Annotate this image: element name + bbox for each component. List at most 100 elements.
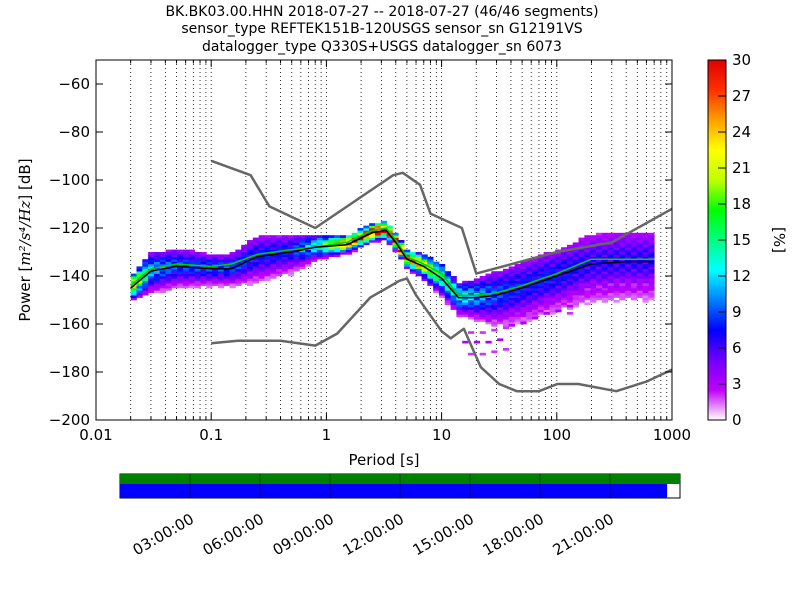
density-cell	[578, 249, 585, 253]
density-cell	[613, 283, 620, 286]
density-cell	[566, 273, 574, 277]
density-cell	[310, 254, 318, 258]
density-cell	[555, 259, 562, 262]
density-cell	[438, 271, 446, 274]
density-cell	[625, 290, 632, 294]
density-cell	[520, 273, 527, 277]
density-cell	[206, 256, 213, 260]
density-cell	[572, 290, 579, 294]
density-cell	[584, 271, 591, 274]
colorbar-tick-label: 21	[732, 159, 751, 177]
density-cell	[340, 242, 347, 246]
density-cell	[171, 249, 178, 253]
density-cell	[590, 237, 597, 241]
density-cell	[293, 244, 300, 248]
density-cell	[258, 276, 265, 279]
density-cell	[241, 271, 248, 274]
density-cell	[148, 266, 155, 270]
density-cell	[619, 249, 626, 253]
density-cell	[351, 242, 358, 246]
density-cell	[648, 259, 655, 262]
density-cell	[235, 276, 242, 279]
density-cell	[456, 314, 463, 318]
density-cell	[473, 280, 481, 284]
density-cell	[130, 278, 137, 282]
density-cell	[421, 278, 428, 282]
density-cell	[630, 240, 638, 243]
density-cell	[526, 292, 533, 296]
density-cell	[404, 264, 411, 267]
density-cell	[357, 244, 364, 248]
density-cell	[264, 247, 271, 250]
density-cell	[619, 266, 626, 270]
density-cell	[625, 235, 632, 238]
density-cell	[276, 264, 283, 267]
density-cell	[537, 288, 545, 291]
density-cell	[491, 350, 498, 354]
density-cell	[159, 276, 166, 279]
density-cell	[502, 285, 510, 289]
density-cell	[479, 297, 486, 301]
density-cell	[270, 259, 277, 262]
density-cell	[479, 283, 486, 286]
psd-coverage-bar	[120, 484, 668, 498]
density-cell	[630, 237, 638, 241]
density-cell	[619, 244, 626, 248]
density-cell	[625, 252, 632, 255]
density-cell	[619, 242, 626, 246]
density-cell	[148, 290, 155, 294]
density-cell	[363, 230, 370, 234]
density-cell	[188, 249, 196, 253]
density-cell	[613, 266, 620, 270]
timeline-tick-label: 06:00:00	[200, 510, 267, 559]
density-cell	[200, 280, 207, 284]
density-cell	[212, 256, 219, 260]
density-cell	[549, 288, 556, 291]
density-cell	[491, 297, 498, 301]
density-cell	[630, 288, 638, 291]
density-cell	[514, 316, 521, 320]
density-cell	[543, 309, 550, 313]
density-cell	[497, 304, 504, 308]
density-cell	[590, 290, 597, 294]
density-cell	[520, 300, 527, 303]
density-cell	[485, 276, 492, 279]
density-cell	[555, 295, 562, 298]
density-cell	[188, 268, 196, 272]
density-cell	[229, 280, 236, 284]
density-cell	[584, 254, 591, 258]
density-cell	[374, 225, 382, 229]
density-cell	[409, 259, 417, 262]
density-cell	[532, 278, 539, 282]
density-cell	[514, 309, 521, 313]
density-cell	[520, 316, 527, 320]
density-cell	[526, 288, 533, 291]
density-cell	[642, 249, 649, 253]
density-cell	[648, 273, 655, 277]
density-cell	[502, 280, 510, 284]
density-cell	[159, 261, 166, 265]
density-cell	[171, 271, 178, 274]
density-cell	[165, 273, 172, 277]
density-cell	[520, 302, 527, 306]
density-cell	[561, 292, 568, 296]
density-cell	[520, 264, 527, 267]
density-cell	[648, 278, 655, 282]
density-cell	[642, 232, 649, 236]
density-cell	[532, 297, 539, 301]
density-cell	[601, 247, 609, 250]
density-cell	[630, 256, 638, 260]
density-cell	[630, 292, 638, 296]
density-cell	[555, 292, 562, 296]
y-tick-label: −200	[49, 411, 90, 429]
density-cell	[636, 295, 643, 298]
density-cell	[438, 283, 446, 286]
density-cell	[532, 271, 539, 274]
density-cell	[485, 273, 492, 277]
density-cell	[334, 235, 341, 238]
density-cell	[171, 273, 178, 277]
density-cell	[310, 235, 318, 238]
density-cell	[485, 278, 492, 282]
density-cell	[334, 254, 341, 258]
density-cell	[247, 254, 254, 258]
